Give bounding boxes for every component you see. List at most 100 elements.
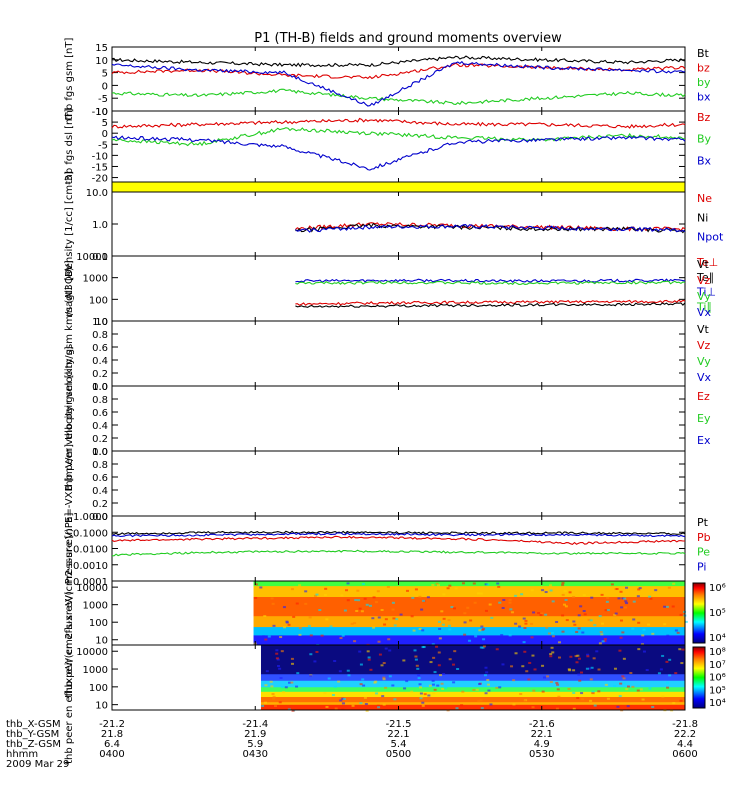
spectrogram-pixel (562, 603, 566, 606)
spectrogram-pixel (380, 608, 384, 611)
spectrogram-pixel (606, 609, 610, 612)
spectrogram-pixel (438, 637, 442, 640)
xaxis-tick-label: 5.9 (247, 739, 263, 750)
y-axis-label: thb fgs dsl [nT] (64, 109, 75, 185)
spectrogram-pixel (468, 639, 472, 642)
legend-label: Te∥ (696, 271, 714, 284)
spectrogram-pixel (501, 606, 505, 609)
y-tick-label: 10000 (76, 583, 108, 594)
spectrogram-pixel (601, 640, 605, 643)
spectrogram-pixel (621, 631, 625, 634)
spectrogram-pixel (367, 656, 371, 659)
series-line-Pe (111, 549, 686, 557)
spectrogram-pixel (531, 654, 535, 657)
spectrogram-pixel (604, 609, 608, 612)
y-tick-label: -10 (92, 151, 108, 162)
spectrogram-pixel (545, 626, 549, 629)
spectrogram-pixel (447, 619, 451, 622)
spectrogram-pixel (287, 623, 291, 626)
y-tick-label: 10 (95, 701, 108, 712)
spectrogram-pixel (402, 659, 406, 662)
spectrogram-pixel (415, 664, 419, 667)
spectrogram-pixel (498, 686, 502, 689)
spectrogram-pixel (270, 685, 274, 688)
spectrogram-pixel (295, 685, 299, 688)
spectrogram-pixel (563, 590, 567, 593)
y-tick-label: 0.4 (92, 356, 108, 367)
spectrogram-pixel (446, 587, 450, 590)
y-axis-label: thb peer en eflux eV/(cm2-s-sr-eV) (64, 591, 75, 764)
spectrogram-pixel (333, 660, 337, 663)
xaxis-tick-label: -21.5 (386, 719, 412, 730)
spectrogram-pixel (605, 600, 609, 603)
spectrogram-pixel (410, 615, 414, 618)
y-tick-label: 0.8 (92, 330, 108, 341)
spectrogram-pixel (603, 638, 607, 641)
spectrogram-pixel (262, 635, 266, 638)
spectrogram-pixel (440, 610, 444, 613)
y-tick-label: 0.0100 (73, 545, 108, 556)
spectrogram-pixel (589, 619, 593, 622)
y-tick-label: -10 (92, 107, 108, 118)
y-tick-label: 10 (95, 636, 108, 647)
spectrogram-pixel (261, 704, 265, 707)
panel-frame-fgs_dsl (111, 110, 686, 183)
spectrogram-pixel (323, 593, 327, 596)
spectrogram-pixel (480, 625, 484, 628)
spectrogram-pixel (429, 661, 433, 664)
spectrogram-pixel (508, 634, 512, 637)
spectrogram-pixel (399, 613, 403, 616)
y-axis-label: E=-VXB [mV/m] (64, 444, 75, 523)
y-axis-label: thb peir velocity gsm km/s (All Qs) (64, 267, 75, 440)
spectrogram-pixel (440, 682, 444, 685)
y-tick-label: 0.6 (92, 473, 108, 484)
spectrogram-pixel (600, 633, 604, 636)
spectrogram-pixel (341, 697, 345, 700)
spectrogram-pixel (612, 640, 616, 643)
y-tick-label: 5 (102, 69, 108, 80)
spectrogram-pixel (591, 690, 595, 693)
spectrogram-pixel (309, 653, 313, 656)
y-tick-label: -15 (92, 162, 108, 173)
spectrogram-pixel (621, 597, 625, 600)
spectrogram-pixel (351, 704, 355, 707)
spectrogram-pixel (410, 690, 414, 693)
spectrogram-pixel (366, 650, 370, 653)
spectrogram-pixel (519, 693, 523, 696)
spectrogram-pixel (422, 599, 426, 602)
spectrogram-pixel (343, 609, 347, 612)
legend-label: Vt (697, 323, 710, 336)
xaxis-tick-label: 0430 (243, 749, 268, 760)
spectrogram-pixel (582, 610, 586, 613)
spectrogram-pixel (276, 658, 280, 661)
spectrogram-pixel (372, 596, 376, 599)
spectrogram-pixel (620, 606, 624, 609)
y-tick-label: 100 (89, 618, 108, 629)
spectrogram-pixel (482, 638, 486, 641)
y-tick-label: 0.6 (92, 343, 108, 354)
spectrogram-pixel (592, 657, 596, 660)
spectrogram-pixel (603, 639, 607, 642)
y-tick-label: 0.6 (92, 408, 108, 419)
series-line-Te∥ (295, 302, 686, 309)
spectrogram-pixel (420, 695, 424, 698)
spectrogram-pixel (610, 583, 614, 586)
series-line-by (111, 88, 686, 105)
spectrogram-pixel (593, 624, 597, 627)
spectrogram-pixel (298, 584, 302, 587)
spectrogram-pixel (678, 648, 682, 651)
spectrogram-pixel (638, 587, 642, 590)
spectrogram-pixel (382, 676, 386, 679)
spectrogram-pixel (478, 683, 482, 686)
spectrogram-pixel (577, 657, 581, 660)
spectrogram-pixel (354, 599, 358, 602)
spectrogram-pixel (574, 655, 578, 658)
spectrogram-pixel (254, 583, 258, 586)
y-tick-label: 0.2 (92, 499, 108, 510)
y-tick-label: 5 (102, 118, 108, 129)
spectrogram-pixel (345, 589, 349, 592)
spectrogram-pixel (334, 707, 338, 710)
spectrogram-pixel (550, 646, 554, 649)
series-line-By (111, 127, 686, 147)
